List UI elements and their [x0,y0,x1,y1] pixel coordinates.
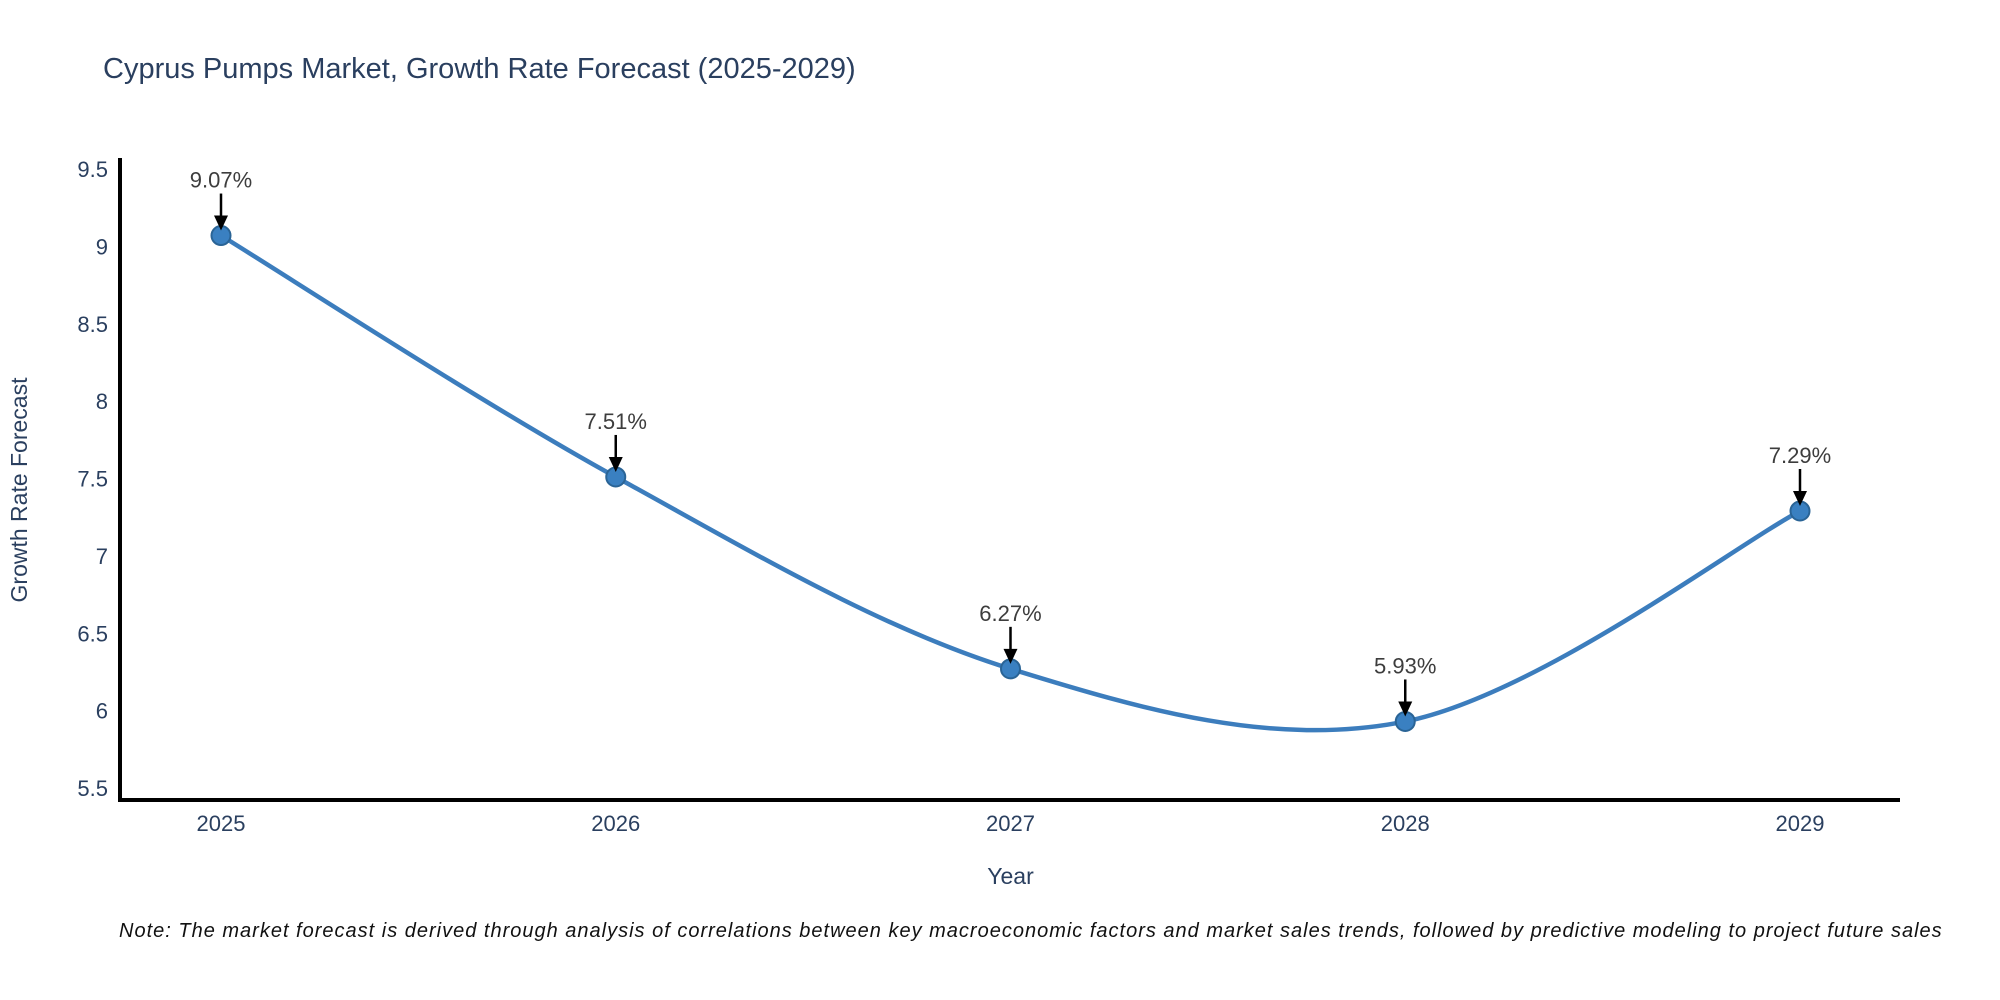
annotation-arrowhead-icon [1398,701,1413,717]
annotation-arrowhead-icon [1793,490,1807,506]
annotation-arrowhead-icon [1003,648,1018,664]
x-tick-label: 2029 [1776,811,1825,836]
point-value-label: 7.51% [585,409,647,434]
point-value-label: 6.27% [979,601,1041,626]
x-tick-label: 2026 [591,811,640,836]
x-tick-label: 2027 [986,811,1035,836]
y-tick-label: 8 [96,389,108,414]
y-tick-label: 8.5 [77,312,108,337]
x-axis-title: Year [987,863,1034,889]
annotation-arrowhead-icon [608,456,623,472]
x-tick-label: 2028 [1381,811,1430,836]
y-tick-label: 7.5 [77,467,108,492]
x-tick-label: 2025 [197,811,246,836]
point-value-label: 9.07% [190,168,252,193]
y-tick-label: 5.5 [77,776,108,801]
point-value-label: 7.29% [1769,443,1831,468]
point-value-label: 5.93% [1374,653,1436,678]
y-tick-label: 9 [96,234,108,259]
y-tick-label: 7 [96,544,108,569]
y-tick-label: 6.5 [77,621,108,646]
y-tick-label: 9.5 [77,157,108,182]
y-axis-title: Growth Rate Forecast [6,377,32,603]
chart-title: Cyprus Pumps Market, Growth Rate Forecas… [103,53,856,85]
y-tick-label: 6 [96,699,108,724]
footnote: Note: The market forecast is derived thr… [119,920,1943,942]
annotation-arrowhead-icon [214,215,228,231]
